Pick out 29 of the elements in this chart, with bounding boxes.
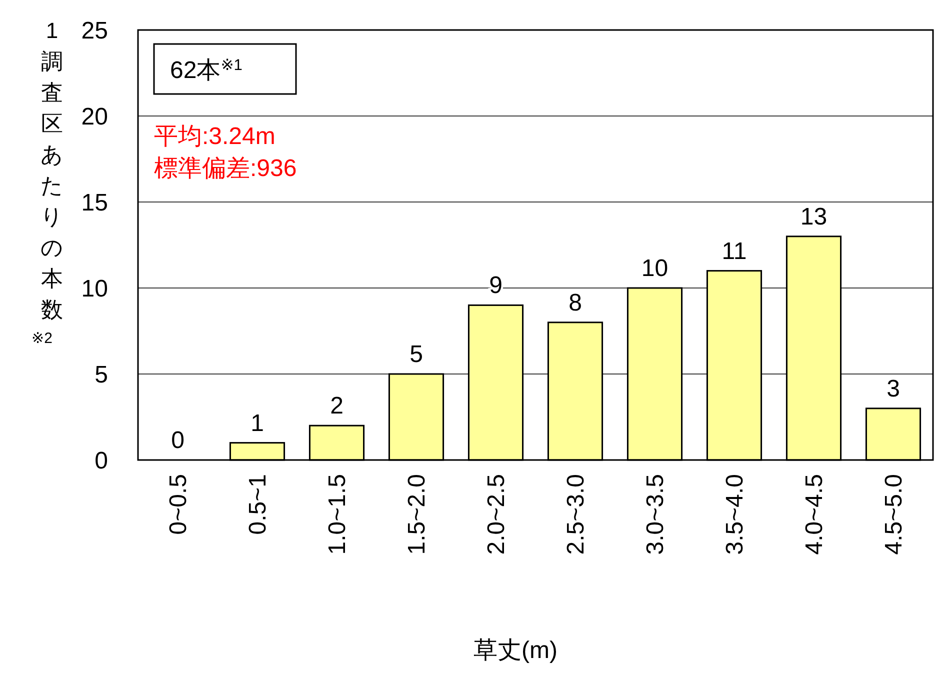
y-tick-label: 20 <box>81 103 108 130</box>
annotation: 62本$^{※1}$ <box>170 56 242 84</box>
data-label: 3 <box>886 375 900 402</box>
x-tick-label: 1.0~1.5 <box>324 474 352 555</box>
data-label: 13 <box>800 203 828 230</box>
data-label: 10 <box>641 255 668 282</box>
x-tick-label: 2.0~2.5 <box>483 474 510 555</box>
x-tick-label: 0.5~1 <box>244 474 272 535</box>
x-tick-label: 3.0~3.5 <box>642 474 670 555</box>
y-tick-label: 25 <box>81 17 108 44</box>
x-tick-label: 2.5~3.0 <box>562 474 590 555</box>
data-label: 2 <box>330 392 344 420</box>
y-tick-label: 15 <box>81 189 108 216</box>
data-label: 1 <box>250 410 264 437</box>
x-tick-label: 3.5~4.0 <box>722 474 749 555</box>
annotation: 標準偏差:936 <box>154 155 297 182</box>
x-tick-label: 1.5~2.0 <box>404 474 431 555</box>
annotation: 平均:3.24m <box>154 123 276 150</box>
y-tick-label: 5 <box>94 361 108 388</box>
data-label: 8 <box>568 289 582 316</box>
y-tick-label: 10 <box>81 275 108 302</box>
data-label: 11 <box>722 238 747 265</box>
y-tick-label: 0 <box>94 447 108 474</box>
x-tick-label: 0~0.5 <box>165 474 192 535</box>
x-tick-label: 4.5~5.0 <box>880 474 908 555</box>
data-label: 5 <box>410 341 423 368</box>
x-tick-label: 4.0~4.5 <box>801 474 828 555</box>
data-label: 0 <box>171 427 184 454</box>
x-axis-title: 草丈(m) <box>474 637 558 664</box>
